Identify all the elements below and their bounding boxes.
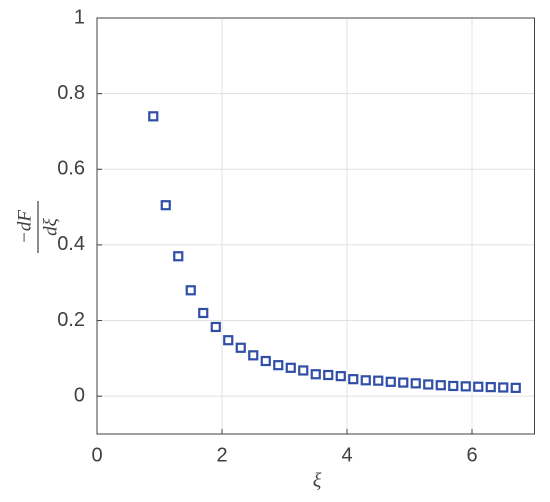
y-tick-label: 0 — [74, 384, 85, 406]
point — [335, 371, 346, 382]
point — [185, 285, 196, 296]
x-tick-label: 4 — [341, 444, 352, 466]
point — [473, 381, 484, 392]
point — [210, 321, 221, 333]
plot-frame — [96, 17, 535, 435]
point — [448, 380, 459, 392]
x-tick-label: 2 — [216, 444, 227, 466]
y-tick-label: 0.6 — [57, 158, 85, 180]
y-tick-label: 0.8 — [57, 82, 85, 104]
y-axis-label: −dF dξ — [14, 201, 61, 253]
point — [248, 350, 259, 361]
point — [160, 200, 171, 211]
point — [398, 377, 409, 388]
point — [148, 111, 159, 122]
point — [423, 379, 434, 390]
point — [173, 251, 184, 262]
y-label-numerator: −dF — [14, 210, 35, 244]
x-axis-label: ξ — [313, 470, 322, 492]
point — [460, 381, 471, 392]
point — [385, 376, 396, 387]
point — [410, 378, 421, 389]
point — [298, 365, 309, 376]
point — [310, 369, 321, 380]
point — [373, 375, 384, 386]
point — [360, 375, 371, 386]
point — [485, 382, 496, 393]
point — [198, 307, 209, 319]
point — [498, 382, 509, 393]
point — [348, 374, 359, 385]
point — [273, 360, 284, 371]
y-label-denominator: dξ — [40, 217, 61, 236]
y-tick-label: 0.2 — [57, 309, 85, 331]
point — [285, 362, 296, 373]
point — [510, 382, 521, 393]
point — [223, 335, 234, 346]
point — [235, 342, 246, 353]
y-tick-label: 0.4 — [57, 233, 85, 255]
point — [323, 369, 334, 381]
point — [435, 380, 446, 391]
x-tick-label: 6 — [466, 444, 477, 466]
point — [260, 355, 271, 367]
y-tick-label: 1 — [74, 6, 85, 28]
x-tick-label: 0 — [91, 444, 102, 466]
